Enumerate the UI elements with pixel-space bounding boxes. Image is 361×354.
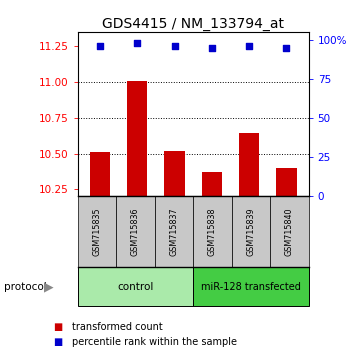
Point (246, 43, 252, 49)
Point (97, 43, 103, 49)
Text: GSM715836: GSM715836 (131, 207, 140, 256)
Text: percentile rank within the sample: percentile rank within the sample (72, 337, 237, 347)
Point (171, 43, 177, 49)
Bar (276, 168, 296, 196)
Text: transformed count: transformed count (72, 322, 163, 332)
Text: GSM715838: GSM715838 (208, 207, 217, 256)
Bar (239, 133, 259, 196)
Bar (164, 151, 185, 196)
Point (283, 45, 289, 50)
Text: GSM715839: GSM715839 (247, 207, 255, 256)
Text: protocol: protocol (4, 282, 46, 292)
Bar (127, 80, 148, 196)
Title: GDS4415 / NM_133794_at: GDS4415 / NM_133794_at (102, 17, 284, 31)
Text: ■: ■ (53, 322, 62, 332)
Bar (90, 152, 110, 196)
Text: GSM715840: GSM715840 (285, 207, 294, 256)
Text: ▶: ▶ (44, 280, 53, 293)
Text: ■: ■ (53, 337, 62, 347)
Point (134, 40, 140, 46)
Point (209, 45, 215, 50)
Bar (201, 172, 222, 196)
Text: miR-128 transfected: miR-128 transfected (201, 282, 301, 292)
Text: control: control (117, 282, 153, 292)
Text: GSM715837: GSM715837 (169, 207, 178, 256)
Text: GSM715835: GSM715835 (92, 207, 101, 256)
